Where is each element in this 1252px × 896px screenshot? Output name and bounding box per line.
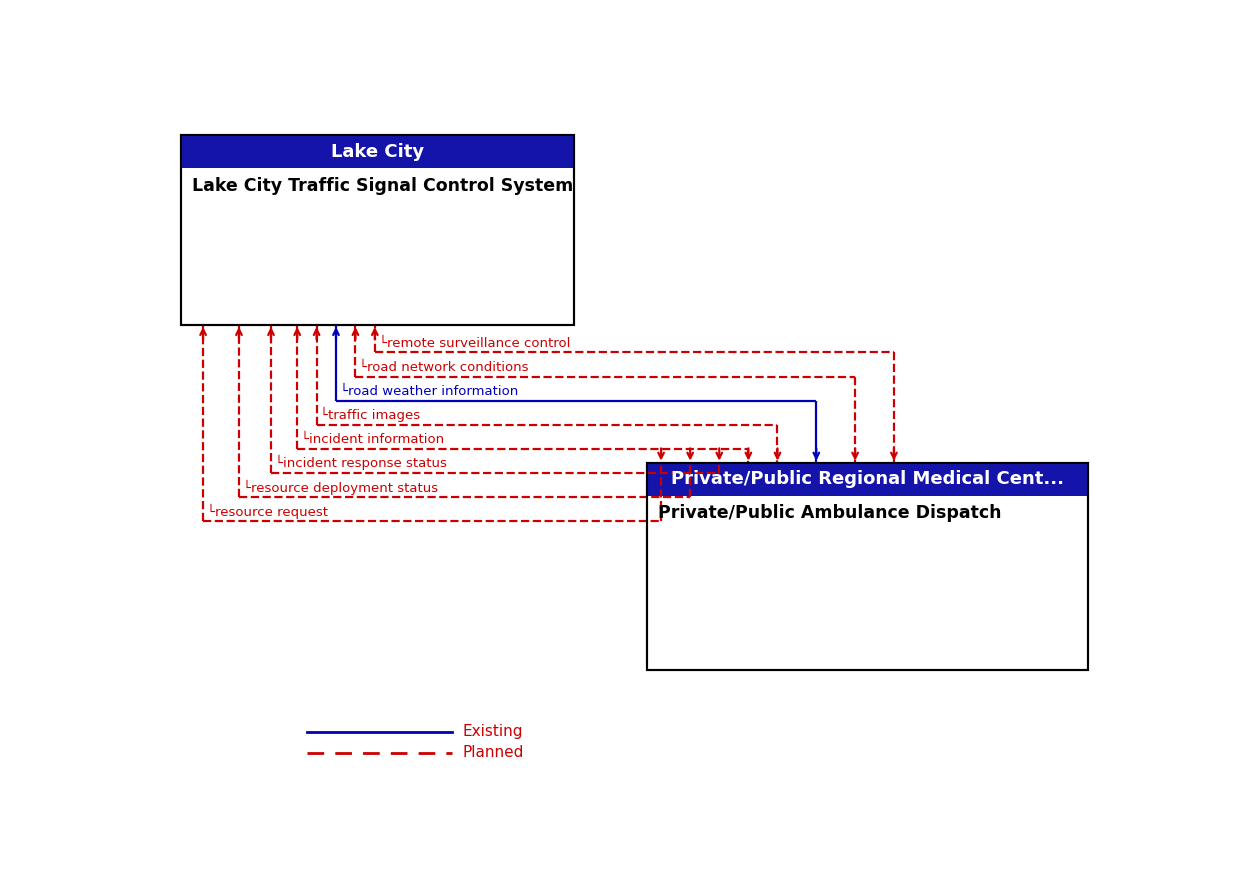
Text: Existing: Existing (462, 724, 522, 739)
Text: └resource request: └resource request (207, 504, 328, 519)
Text: Lake City Traffic Signal Control System: Lake City Traffic Signal Control System (193, 177, 573, 194)
Text: Lake City: Lake City (331, 142, 424, 160)
Bar (180, 135, 573, 325)
Text: Private/Public Regional Medical Cent...: Private/Public Regional Medical Cent... (671, 470, 1064, 488)
Text: └resource deployment status: └resource deployment status (243, 479, 438, 495)
Text: └traffic images: └traffic images (321, 407, 421, 422)
Text: Private/Public Ambulance Dispatch: Private/Public Ambulance Dispatch (659, 504, 1002, 522)
Bar (646, 463, 1088, 496)
Text: └remote surveillance control: └remote surveillance control (378, 337, 570, 349)
Bar (180, 135, 573, 325)
Text: └road network conditions: └road network conditions (359, 361, 528, 374)
Text: └incident response status: └incident response status (275, 455, 447, 470)
Bar (646, 463, 1088, 670)
Text: Planned: Planned (462, 745, 523, 760)
Text: └incident information: └incident information (300, 434, 444, 446)
Bar (180, 135, 573, 168)
Bar (646, 463, 1088, 670)
Text: └road weather information: └road weather information (339, 385, 518, 398)
